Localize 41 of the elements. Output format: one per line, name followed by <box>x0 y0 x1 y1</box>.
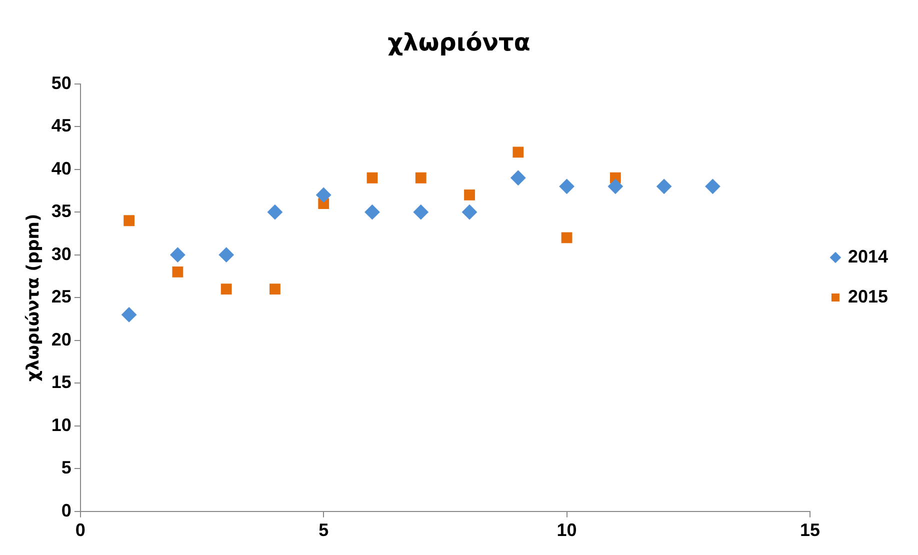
legend-label: 2014 <box>848 246 888 266</box>
x-tick-label: 0 <box>75 520 86 540</box>
y-tick-label: 50 <box>51 72 72 93</box>
point <box>608 178 623 194</box>
point <box>270 284 280 294</box>
chart-title: χλωριόντα <box>388 28 530 57</box>
point <box>413 204 428 220</box>
y-tick-label: 45 <box>51 116 72 136</box>
x-tick-label: 10 <box>556 520 577 540</box>
y-tick-label: 10 <box>51 414 72 435</box>
point <box>561 232 572 244</box>
point <box>364 204 380 220</box>
y-tick-label: 15 <box>51 372 72 392</box>
point <box>122 307 137 322</box>
point <box>510 170 526 186</box>
x-tick-label: 15 <box>800 520 820 540</box>
point <box>366 172 378 184</box>
y-tick-label: 0 <box>61 500 72 520</box>
y-tick-label: 5 <box>61 458 72 478</box>
y-tick-label: 30 <box>51 244 72 264</box>
point <box>267 204 282 220</box>
point <box>656 178 672 194</box>
point <box>462 204 478 220</box>
point <box>170 247 186 262</box>
point <box>512 146 524 158</box>
y-tick-label: 35 <box>51 201 72 222</box>
point <box>415 172 426 184</box>
point <box>220 284 232 294</box>
legend-label: 2015 <box>848 286 888 306</box>
point <box>218 247 234 262</box>
y-axis-title: χλωριώντα (ppm) <box>24 214 44 382</box>
point <box>316 187 332 202</box>
point <box>559 178 574 194</box>
point <box>464 190 475 200</box>
y-tick-label: 40 <box>51 158 72 178</box>
point <box>124 215 135 226</box>
y-tick-label: 20 <box>51 329 72 350</box>
point <box>705 178 720 194</box>
point <box>172 266 184 278</box>
x-tick-label: 5 <box>318 520 329 540</box>
y-tick-label: 25 <box>51 286 72 307</box>
